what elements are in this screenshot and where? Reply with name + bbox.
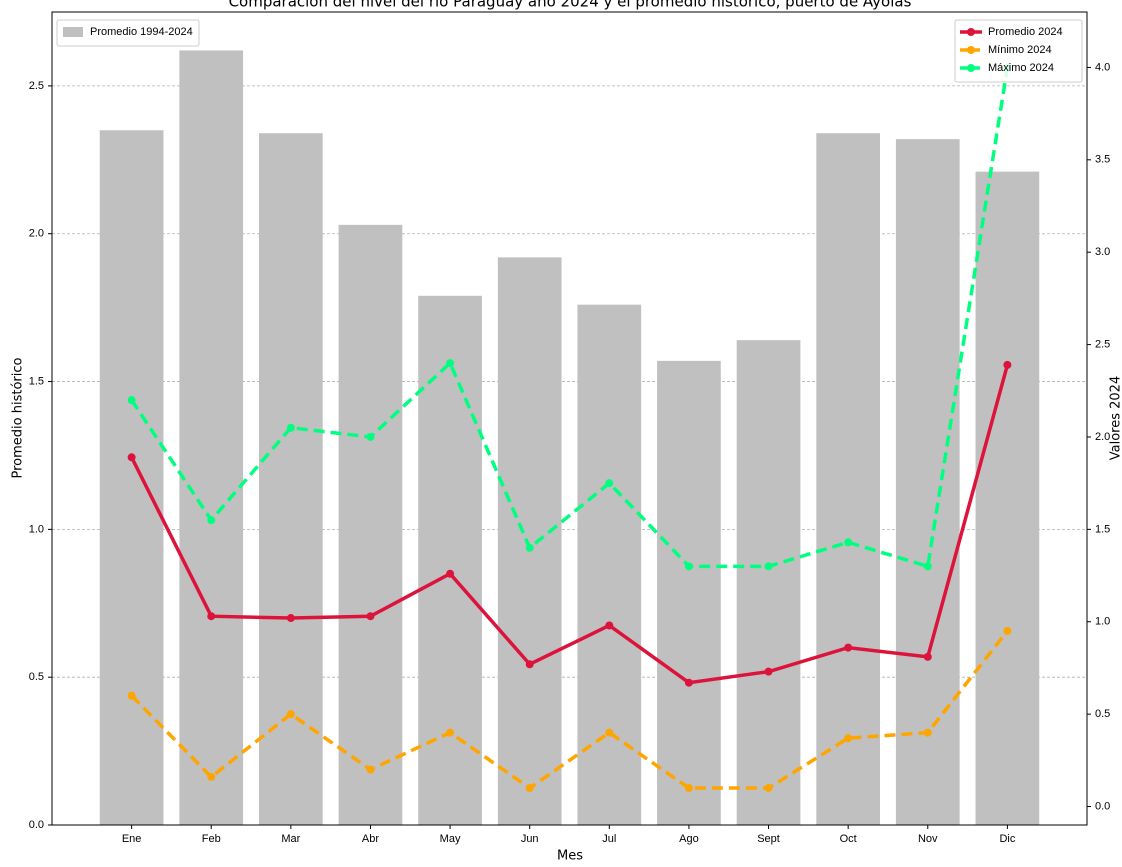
bar	[100, 130, 164, 825]
marker	[1003, 627, 1011, 635]
y2-tick-label: 3.5	[1095, 154, 1110, 166]
marker	[366, 766, 374, 774]
x-tick-label: Nov	[918, 833, 938, 845]
marker	[366, 612, 374, 620]
x-tick-label: Ene	[122, 833, 142, 845]
marker	[526, 660, 534, 668]
bar	[976, 172, 1040, 825]
marker	[924, 562, 932, 570]
marker	[924, 653, 932, 661]
marker	[128, 396, 136, 404]
y2-tick-label: 4.0	[1095, 61, 1110, 73]
y-axis-label: Promedio histórico	[11, 357, 26, 478]
y2-axis-label: Valores 2024	[1109, 376, 1122, 460]
marker	[446, 359, 454, 367]
bar	[339, 225, 403, 825]
legend-label: Máximo 2024	[988, 62, 1054, 74]
marker	[287, 614, 295, 622]
y-tick-label: 1.5	[29, 375, 44, 387]
x-tick-label: Ago	[679, 833, 699, 845]
marker	[765, 668, 773, 676]
y2-tick-label: 0.0	[1095, 800, 1110, 812]
y2-tick-label: 1.5	[1095, 523, 1110, 535]
marker	[446, 570, 454, 578]
marker	[844, 538, 852, 546]
marker	[1003, 361, 1011, 369]
marker	[605, 729, 613, 737]
legend-swatch	[63, 27, 83, 37]
marker	[446, 729, 454, 737]
y-tick-label: 2.0	[29, 228, 44, 240]
x-axis-label: Mes	[557, 849, 583, 864]
y2-tick-label: 2.0	[1095, 431, 1110, 443]
x-tick-label: Abr	[362, 833, 379, 845]
bar	[737, 340, 801, 825]
marker	[287, 710, 295, 718]
legend-label: Mínimo 2024	[988, 44, 1052, 56]
marker	[128, 453, 136, 461]
x-tick-label: Jun	[521, 833, 539, 845]
y-tick-label: 1.0	[29, 523, 44, 535]
marker	[207, 612, 215, 620]
bar	[259, 133, 323, 825]
marker	[287, 424, 295, 432]
bar	[498, 257, 562, 825]
marker	[765, 784, 773, 792]
x-tick-label: Oct	[840, 833, 857, 845]
legend-marker	[967, 64, 975, 72]
marker	[765, 562, 773, 570]
x-tick-label: Sept	[757, 833, 780, 845]
legend-marker	[967, 46, 975, 54]
x-tick-label: Mar	[281, 833, 300, 845]
legend-marker	[967, 28, 975, 36]
marker	[844, 644, 852, 652]
marker	[605, 621, 613, 629]
y-tick-label: 0.0	[29, 819, 44, 831]
marker	[526, 544, 534, 552]
x-tick-label: May	[440, 833, 461, 845]
marker	[685, 679, 693, 687]
marker	[526, 784, 534, 792]
y-tick-label: 2.5	[29, 80, 44, 92]
y2-tick-label: 0.5	[1095, 708, 1110, 720]
marker	[207, 773, 215, 781]
marker	[366, 433, 374, 441]
marker	[844, 734, 852, 742]
bar	[896, 139, 960, 825]
y2-tick-label: 3.0	[1095, 246, 1110, 258]
marker	[605, 479, 613, 487]
y2-tick-label: 1.0	[1095, 616, 1110, 628]
x-tick-label: Dic	[999, 833, 1015, 845]
y-tick-label: 0.5	[29, 671, 44, 683]
bar	[657, 361, 721, 825]
x-tick-label: Feb	[202, 833, 221, 845]
marker	[207, 516, 215, 524]
chart-title: Comparación del nivel del río Paraguay a…	[229, 0, 912, 11]
marker	[128, 692, 136, 700]
marker	[924, 729, 932, 737]
bar	[179, 50, 243, 825]
legend-label: Promedio 2024	[988, 26, 1063, 38]
bar	[816, 133, 880, 825]
x-tick-label: Jul	[602, 833, 616, 845]
marker	[685, 562, 693, 570]
legend-label: Promedio 1994-2024	[90, 26, 193, 38]
y2-tick-label: 2.5	[1095, 338, 1110, 350]
marker	[685, 784, 693, 792]
bar	[418, 296, 482, 825]
